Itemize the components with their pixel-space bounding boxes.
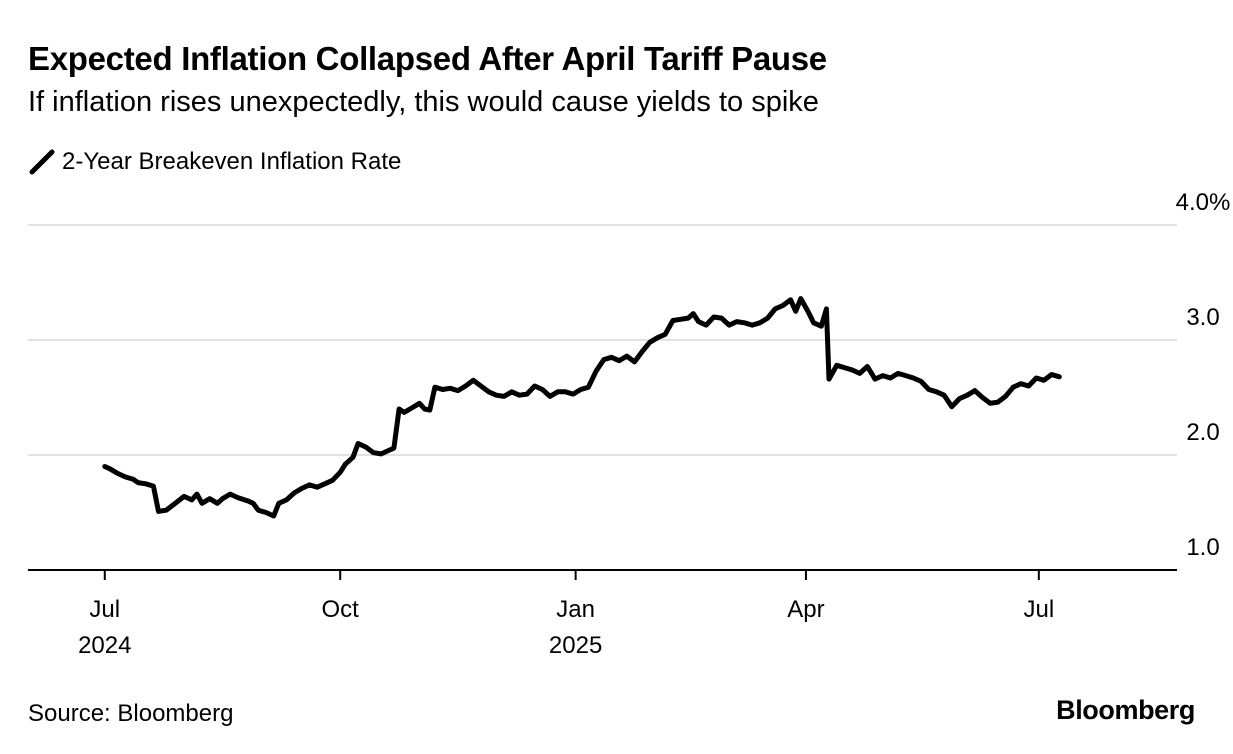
x-tick-label: Jul bbox=[1023, 596, 1054, 623]
y-tick-label: 1.0 bbox=[1186, 534, 1219, 561]
x-tick-label: Apr bbox=[787, 596, 824, 623]
y-tick-label: 2.0 bbox=[1186, 419, 1219, 446]
bloomberg-logo: Bloomberg bbox=[1056, 695, 1195, 725]
x-tick-label: Jul bbox=[89, 596, 120, 623]
y-tick-label: 4.0% bbox=[1176, 189, 1231, 216]
legend-line-icon bbox=[29, 149, 55, 175]
y-tick-label: 3.0 bbox=[1186, 304, 1219, 331]
source-note: Source: Bloomberg bbox=[28, 700, 234, 727]
x-tick-year-label: 2024 bbox=[78, 632, 131, 659]
x-tick-label: Jan bbox=[556, 596, 595, 623]
chart-title: Expected Inflation Collapsed After April… bbox=[28, 40, 827, 77]
series-line-breakeven bbox=[102, 296, 1062, 519]
legend: 2-Year Breakeven Inflation Rate bbox=[28, 148, 401, 176]
x-tick-year-label: 2025 bbox=[549, 632, 602, 659]
x-tick-label: Oct bbox=[322, 596, 360, 623]
chart-subtitle: If inflation rises unexpectedly, this wo… bbox=[28, 86, 819, 118]
legend-label: 2-Year Breakeven Inflation Rate bbox=[62, 148, 402, 175]
